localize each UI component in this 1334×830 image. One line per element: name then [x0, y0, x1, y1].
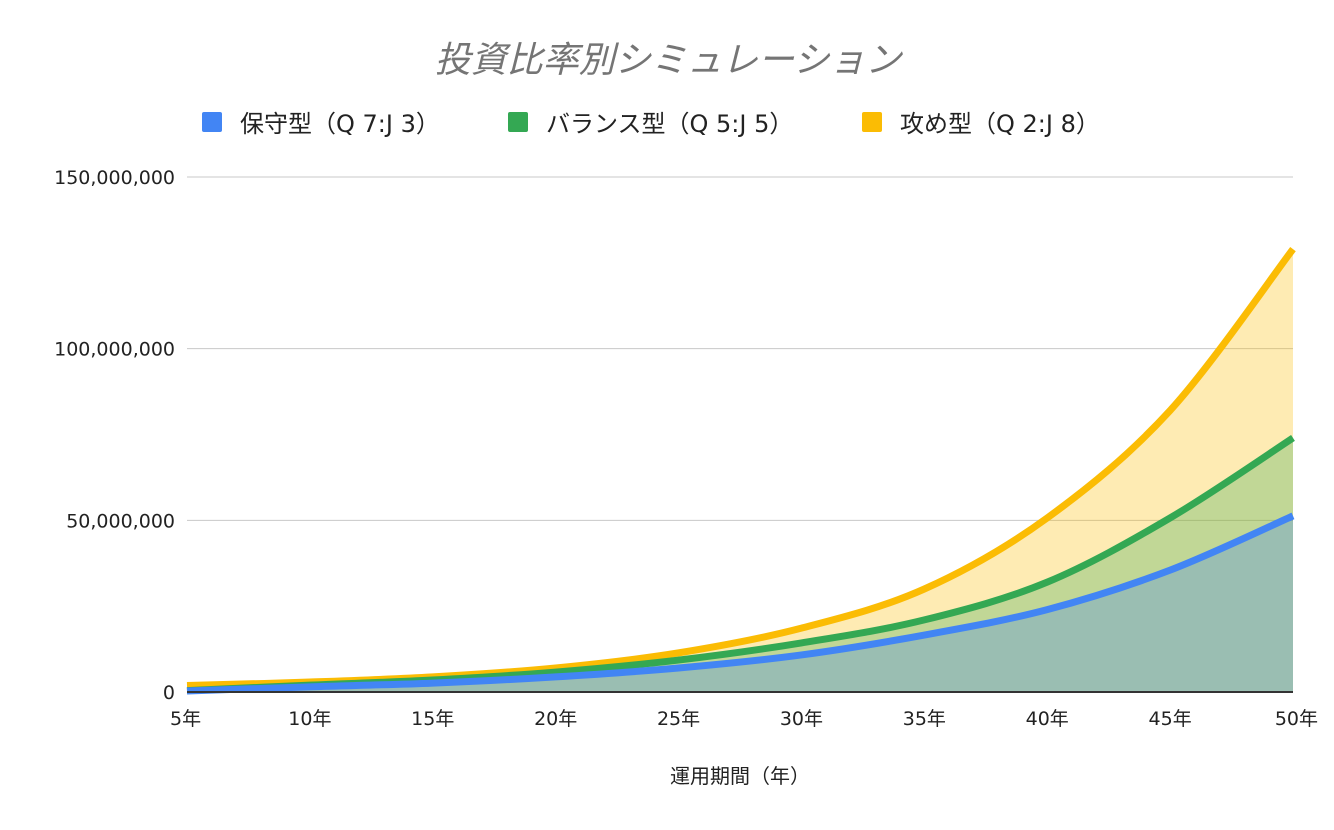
y-tick-labels: 0 50,000,000 100,000,000 150,000,000 — [54, 167, 175, 704]
legend-swatch — [508, 112, 528, 132]
series-area — [187, 515, 1293, 692]
legend-item[interactable]: バランス型（Q 5:J 5） — [508, 110, 793, 138]
x-tick-label: 10年 — [288, 708, 331, 730]
x-tick-label: 15年 — [411, 708, 454, 730]
series-area — [187, 249, 1293, 692]
y-tick-label: 0 — [163, 682, 175, 704]
legend-swatch — [862, 112, 882, 132]
chart-title: 投資比率別シミュレーション — [435, 40, 904, 81]
y-tick-label: 150,000,000 — [54, 167, 175, 189]
legend-swatch — [202, 112, 222, 132]
series-areas — [187, 249, 1293, 692]
x-tick-label: 45年 — [1149, 708, 1192, 730]
y-tick-label: 100,000,000 — [54, 339, 175, 361]
x-tick-label: 40年 — [1026, 708, 1069, 730]
x-axis-title: 運用期間（年） — [670, 764, 810, 788]
x-tick-label: 5年 — [170, 708, 201, 730]
legend-label: 攻め型（Q 2:J 8） — [900, 110, 1100, 138]
series-line — [186, 512, 1295, 695]
legend-label: バランス型（Q 5:J 5） — [546, 110, 793, 138]
x-tick-label: 30年 — [780, 708, 823, 730]
legend: 保守型（Q 7:J 3） バランス型（Q 5:J 5） 攻め型（Q 2:J 8） — [202, 110, 1100, 138]
x-tick-label: 50年 — [1275, 708, 1318, 730]
x-tick-label: 20年 — [534, 708, 577, 730]
x-tick-labels: 5年 10年 15年 20年 25年 30年 35年 40年 45年 50年 — [170, 708, 1318, 730]
x-tick-label: 25年 — [657, 708, 700, 730]
series-lines — [186, 246, 1296, 695]
legend-item[interactable]: 攻め型（Q 2:J 8） — [862, 110, 1100, 138]
legend-item[interactable]: 保守型（Q 7:J 3） — [202, 110, 440, 138]
y-tick-label: 50,000,000 — [66, 510, 175, 532]
gridlines — [187, 176, 1293, 521]
series-area — [187, 437, 1293, 692]
x-tick-label: 35年 — [903, 708, 946, 730]
legend-label: 保守型（Q 7:J 3） — [240, 110, 440, 138]
